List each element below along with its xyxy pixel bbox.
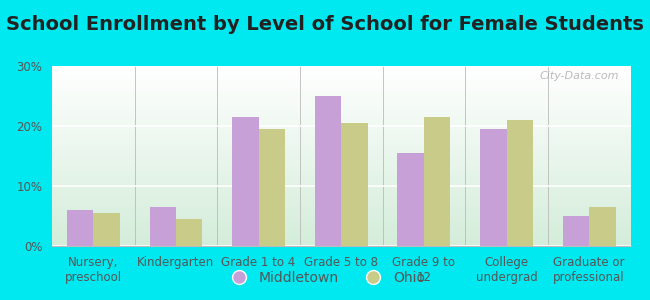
- Bar: [506, 120, 533, 246]
- Bar: [232, 117, 259, 246]
- Text: City-Data.com: City-Data.com: [540, 71, 619, 81]
- Text: School Enrollment by Level of School for Female Students: School Enrollment by Level of School for…: [6, 15, 644, 34]
- Bar: [150, 207, 176, 246]
- Bar: [397, 153, 424, 246]
- Bar: [259, 129, 285, 246]
- Bar: [424, 117, 450, 246]
- Bar: [176, 219, 202, 246]
- Bar: [67, 210, 94, 246]
- Bar: [563, 216, 589, 246]
- Bar: [589, 207, 616, 246]
- Bar: [315, 96, 341, 246]
- Bar: [341, 123, 368, 246]
- Legend: Middletown, Ohio: Middletown, Ohio: [220, 265, 430, 290]
- Bar: [480, 129, 506, 246]
- Bar: [94, 213, 120, 246]
